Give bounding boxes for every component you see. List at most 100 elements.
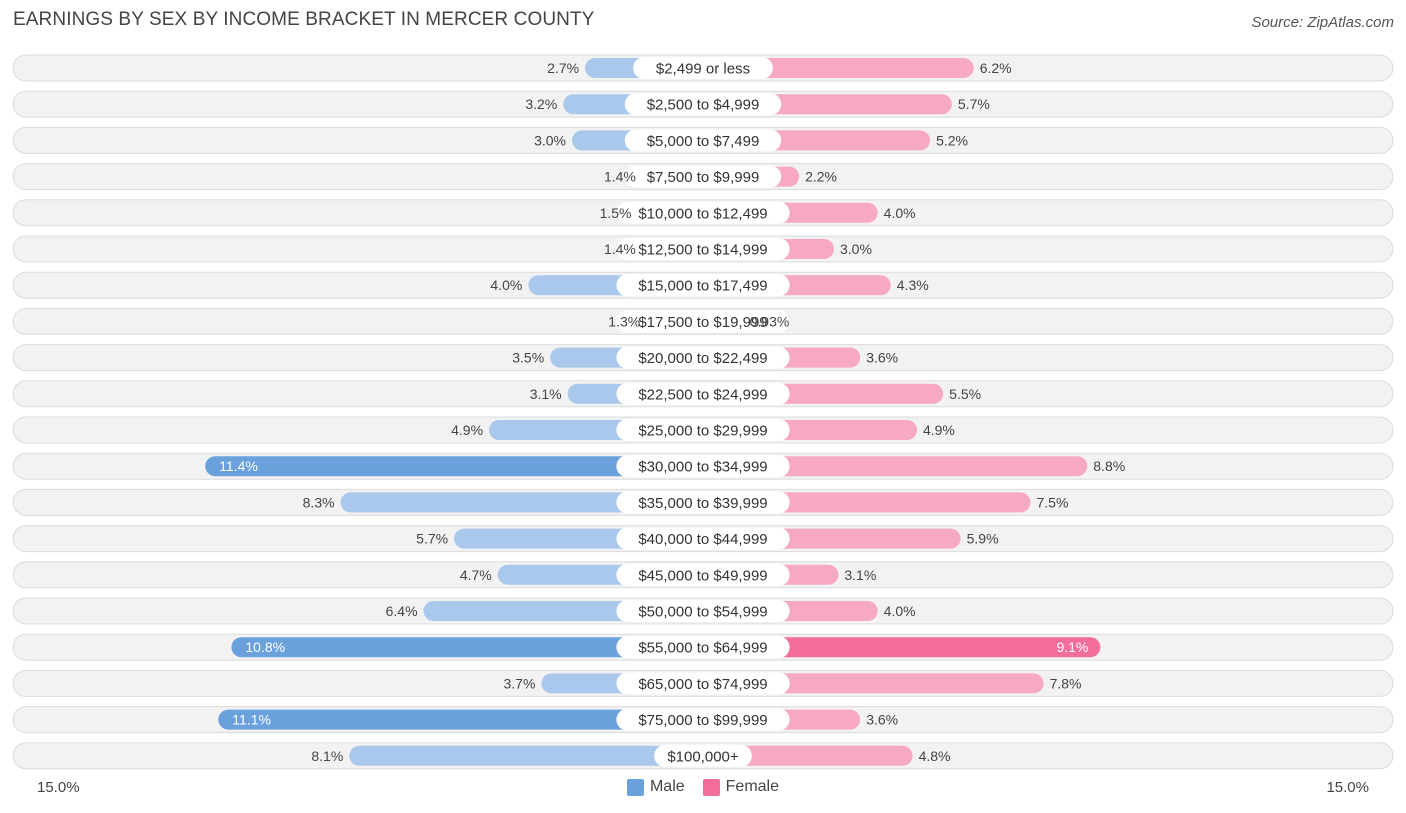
male-value-label: 3.0% [534, 132, 566, 148]
category-label-bg [616, 563, 790, 586]
male-value-label: 4.0% [490, 277, 522, 293]
category-label: $10,000 to $12,499 [638, 205, 767, 222]
category-label-bg [616, 382, 790, 405]
category-label-bg [616, 491, 790, 514]
male-value-label: 1.4% [604, 169, 636, 185]
female-value-label: 8.8% [1093, 458, 1125, 474]
category-label: $12,500 to $14,999 [638, 242, 767, 259]
category-label-bg [616, 201, 790, 224]
male-bar[interactable] [349, 745, 703, 766]
category-label: $65,000 to $74,999 [638, 676, 767, 693]
female-bar[interactable] [703, 745, 913, 766]
male-bar[interactable] [205, 456, 703, 477]
category-label: $40,000 to $44,999 [638, 531, 767, 548]
male-value-label: 1.4% [604, 241, 636, 257]
male-value-label: 11.4% [219, 458, 258, 474]
female-bar[interactable] [703, 637, 1101, 658]
male-value-label: 11.1% [232, 712, 271, 728]
category-label: $35,000 to $39,999 [638, 495, 767, 512]
category-label-bg [616, 600, 790, 622]
female-value-label: 4.8% [919, 748, 951, 764]
category-label: $55,000 to $64,999 [638, 640, 767, 657]
male-value-label: 8.1% [311, 748, 343, 764]
category-label: $25,000 to $29,999 [638, 423, 767, 440]
legend-label-male: Male [649, 778, 685, 795]
category-label-bg [616, 708, 790, 731]
axis-left-label: 15.0% [37, 779, 80, 796]
male-value-label: 5.7% [416, 531, 448, 547]
female-value-label: 5.9% [967, 531, 999, 547]
female-value-label: 6.2% [980, 60, 1012, 76]
female-value-label: 2.2% [805, 169, 837, 185]
female-value-label: 7.5% [1037, 494, 1069, 510]
category-label-bg [616, 455, 790, 478]
male-value-label: 4.9% [451, 422, 483, 438]
category-label: $75,000 to $99,999 [638, 712, 767, 729]
category-label: $50,000 to $54,999 [638, 604, 767, 621]
category-label-bg [616, 238, 790, 260]
axis-right-label: 15.0% [1326, 779, 1369, 796]
female-value-label: 3.6% [866, 350, 898, 366]
male-value-label: 6.4% [386, 603, 418, 619]
female-value-label: 4.0% [884, 603, 916, 619]
category-label-bg [624, 129, 782, 152]
legend-item-male[interactable]: Male [626, 778, 685, 796]
male-value-label: 4.7% [460, 567, 492, 583]
male-value-label: 1.5% [600, 205, 632, 221]
category-label-bg [616, 636, 790, 659]
category-label-bg [624, 165, 782, 188]
legend-swatch-female [702, 778, 720, 796]
category-label: $15,000 to $17,499 [638, 278, 767, 295]
chart-title: EARNINGS BY SEX BY INCOME BRACKET IN MER… [13, 9, 595, 30]
legend-label-female: Female [725, 778, 780, 795]
category-label: $22,500 to $24,999 [638, 386, 767, 403]
category-label: $45,000 to $49,999 [638, 567, 767, 584]
female-value-label: 0.93% [750, 313, 790, 329]
female-value-label: 5.7% [958, 96, 990, 112]
male-value-label: 2.7% [547, 60, 579, 76]
female-value-label: 4.3% [897, 277, 929, 293]
category-label: $2,499 or less [656, 61, 750, 78]
category-label: $5,000 to $7,499 [647, 133, 760, 150]
female-value-label: 4.0% [884, 205, 916, 221]
female-value-label: 4.9% [923, 422, 955, 438]
category-label-bg [616, 672, 790, 695]
female-value-label: 3.1% [844, 567, 876, 583]
category-label: $20,000 to $22,499 [638, 350, 767, 367]
male-value-label: 8.3% [303, 494, 335, 510]
category-label-bg [616, 527, 790, 550]
male-bar[interactable] [218, 709, 704, 730]
category-label-bg [616, 274, 790, 297]
male-value-label: 3.7% [504, 675, 536, 691]
source-credit: Source: ZipAtlas.com [1251, 14, 1394, 31]
male-value-label: 10.8% [245, 639, 285, 655]
male-value-label: 3.2% [525, 96, 557, 112]
female-value-label: 7.8% [1050, 675, 1082, 691]
male-value-label: 1.3% [608, 313, 640, 329]
legend-swatch-male [626, 778, 644, 796]
category-label: $17,500 to $19,999 [638, 314, 767, 331]
category-label: $30,000 to $34,999 [638, 459, 767, 476]
female-value-label: 3.0% [840, 241, 872, 257]
category-label-bg [616, 310, 790, 333]
male-bar[interactable] [231, 637, 703, 658]
legend-item-female[interactable]: Female [702, 778, 780, 796]
category-label: $100,000+ [667, 748, 739, 765]
female-bar[interactable] [703, 456, 1088, 477]
male-bar[interactable] [340, 492, 703, 513]
category-label-bg [616, 419, 790, 441]
category-label-bg [654, 744, 752, 767]
category-label-bg [616, 346, 790, 369]
category-label-bg [624, 93, 782, 116]
male-value-label: 3.1% [530, 386, 562, 402]
female-value-label: 3.6% [866, 712, 898, 728]
category-label: $7,500 to $9,999 [647, 169, 760, 186]
female-value-label: 5.2% [936, 132, 968, 148]
category-label: $2,500 to $4,999 [647, 97, 760, 114]
female-value-label: 9.1% [1056, 639, 1088, 655]
category-label-bg [633, 57, 773, 79]
female-value-label: 5.5% [949, 386, 981, 402]
legend: Male Female [0, 778, 1406, 796]
male-value-label: 3.5% [512, 350, 544, 366]
